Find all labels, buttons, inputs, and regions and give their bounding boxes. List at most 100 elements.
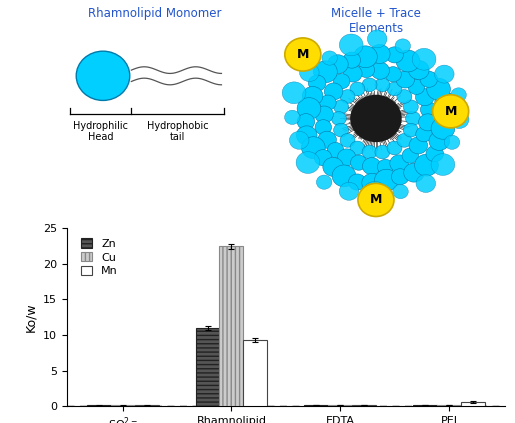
Circle shape xyxy=(334,100,349,114)
Circle shape xyxy=(408,60,429,80)
Circle shape xyxy=(318,131,336,148)
Circle shape xyxy=(350,82,365,96)
Circle shape xyxy=(358,63,374,77)
Bar xyxy=(196,328,219,406)
Legend: Zn, Cu, Mn: Zn, Cu, Mn xyxy=(77,234,123,281)
Circle shape xyxy=(285,110,300,124)
Circle shape xyxy=(349,174,366,190)
Circle shape xyxy=(320,95,336,110)
Text: Hydrophobic
tail: Hydrophobic tail xyxy=(147,121,209,143)
Circle shape xyxy=(408,79,425,94)
Circle shape xyxy=(322,51,337,65)
Circle shape xyxy=(297,98,321,119)
Circle shape xyxy=(343,52,360,68)
Circle shape xyxy=(420,71,438,87)
Circle shape xyxy=(354,46,377,68)
Bar xyxy=(135,405,159,406)
Circle shape xyxy=(437,107,455,123)
Circle shape xyxy=(296,152,320,173)
Circle shape xyxy=(332,112,346,125)
Circle shape xyxy=(450,110,469,129)
Circle shape xyxy=(334,123,349,137)
Circle shape xyxy=(416,89,434,106)
Y-axis label: Ko/w: Ko/w xyxy=(25,302,38,332)
Bar xyxy=(461,402,485,406)
Circle shape xyxy=(375,145,390,159)
Circle shape xyxy=(396,71,415,88)
Circle shape xyxy=(397,90,412,103)
Circle shape xyxy=(324,83,343,100)
Circle shape xyxy=(386,47,403,63)
Circle shape xyxy=(435,92,455,111)
Circle shape xyxy=(362,173,383,192)
Circle shape xyxy=(444,135,460,149)
Circle shape xyxy=(339,182,359,200)
Circle shape xyxy=(332,165,356,187)
Circle shape xyxy=(337,149,356,166)
Circle shape xyxy=(367,30,387,48)
Circle shape xyxy=(358,183,394,217)
Circle shape xyxy=(397,134,412,147)
Circle shape xyxy=(387,141,402,155)
Circle shape xyxy=(416,174,436,192)
Circle shape xyxy=(363,158,381,175)
Circle shape xyxy=(420,102,437,117)
Circle shape xyxy=(314,61,337,82)
Circle shape xyxy=(415,154,438,176)
Circle shape xyxy=(350,95,402,142)
Text: Hydrophilic
Head: Hydrophilic Head xyxy=(73,121,128,143)
Circle shape xyxy=(316,175,332,189)
Circle shape xyxy=(327,143,344,158)
Circle shape xyxy=(390,155,408,172)
Text: M: M xyxy=(297,48,309,61)
Circle shape xyxy=(323,157,344,176)
Circle shape xyxy=(375,78,390,92)
Bar xyxy=(413,405,437,406)
Text: M: M xyxy=(370,193,382,206)
Circle shape xyxy=(339,34,363,56)
Circle shape xyxy=(340,90,355,103)
Bar xyxy=(328,405,352,406)
Circle shape xyxy=(297,126,317,145)
Circle shape xyxy=(362,78,377,92)
Circle shape xyxy=(429,132,450,151)
Circle shape xyxy=(351,155,367,170)
Circle shape xyxy=(409,137,427,154)
Circle shape xyxy=(340,134,355,147)
Circle shape xyxy=(387,82,402,96)
Circle shape xyxy=(282,82,306,104)
Text: Micelle + Trace
Elements: Micelle + Trace Elements xyxy=(331,7,421,35)
Circle shape xyxy=(391,169,409,185)
Circle shape xyxy=(315,120,332,135)
Circle shape xyxy=(374,169,398,191)
Circle shape xyxy=(328,55,348,74)
Circle shape xyxy=(76,51,130,100)
Circle shape xyxy=(395,39,410,53)
Circle shape xyxy=(431,154,455,176)
Text: Rhamnolipid Monomer: Rhamnolipid Monomer xyxy=(88,7,221,20)
Circle shape xyxy=(308,75,326,91)
Circle shape xyxy=(371,62,389,79)
Circle shape xyxy=(431,118,455,139)
Bar xyxy=(87,405,111,406)
Circle shape xyxy=(285,38,321,71)
Circle shape xyxy=(301,137,325,159)
Bar xyxy=(437,405,461,406)
Circle shape xyxy=(427,78,451,100)
Circle shape xyxy=(350,141,365,155)
Circle shape xyxy=(419,114,437,131)
Circle shape xyxy=(406,112,420,125)
Circle shape xyxy=(435,65,454,83)
Circle shape xyxy=(333,74,350,89)
Circle shape xyxy=(396,50,420,72)
Circle shape xyxy=(362,145,377,159)
Bar xyxy=(244,340,267,406)
Circle shape xyxy=(402,148,419,163)
Circle shape xyxy=(302,86,323,105)
Circle shape xyxy=(451,88,466,102)
Circle shape xyxy=(433,95,469,128)
Circle shape xyxy=(404,163,424,182)
Circle shape xyxy=(412,48,436,70)
Text: M: M xyxy=(444,105,457,118)
Bar xyxy=(111,405,135,406)
